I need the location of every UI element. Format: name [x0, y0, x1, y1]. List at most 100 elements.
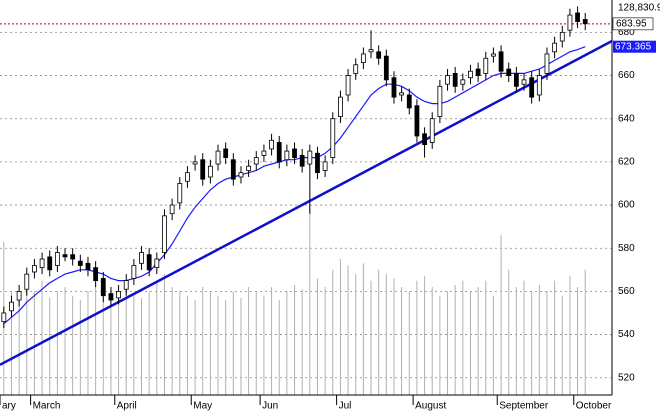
candle-body [422, 133, 427, 146]
candle-body [575, 12, 580, 22]
top-label: 128,830.96 [618, 3, 660, 14]
candle-body [513, 72, 519, 87]
candle-body [9, 301, 14, 312]
candle-body [39, 258, 45, 269]
x-tick-label: April [117, 401, 137, 412]
candle-body [47, 256, 53, 271]
candle-body [1, 312, 7, 323]
x-tick-label: March [33, 401, 61, 412]
candle-body [338, 96, 343, 117]
candle-body [146, 254, 152, 271]
ma-box [613, 40, 656, 53]
y-tick-label: 620 [618, 157, 635, 168]
candle-body [498, 51, 504, 72]
x-tick-label: September [499, 401, 549, 412]
candle-body [353, 64, 359, 74]
candle-body [330, 118, 336, 158]
candle-body [536, 75, 542, 96]
candle-body [322, 161, 328, 171]
y-tick-label: 640 [618, 113, 635, 124]
y-tick-label: 660 [618, 70, 635, 81]
candle-body [215, 150, 221, 165]
candle-body [399, 92, 405, 96]
candle-body [445, 75, 450, 85]
candle-body [207, 165, 213, 178]
candle-body [491, 53, 496, 57]
candle-body [360, 53, 366, 63]
candle-body [383, 55, 389, 81]
candle-body [70, 254, 76, 260]
candle-body [223, 148, 229, 158]
candle-body [185, 172, 190, 182]
candle-body [154, 258, 160, 269]
y-tick-label: 580 [618, 243, 635, 254]
candle-body [169, 204, 175, 215]
candle-body [284, 150, 290, 161]
candle-body [345, 75, 351, 96]
x-tick-label: Jun [262, 401, 278, 412]
candle-body [93, 267, 99, 282]
candle-body [85, 262, 91, 271]
candle-body [276, 142, 282, 163]
candle-body [292, 148, 297, 158]
x-tick-label: Jul [339, 401, 352, 412]
candle-body [177, 183, 183, 204]
candle-body [253, 157, 259, 165]
moving-average [3, 46, 586, 325]
candle-body [261, 150, 267, 156]
candle-body [468, 70, 473, 79]
candle-body [452, 72, 458, 87]
candle-body [582, 19, 588, 25]
candle-body [32, 265, 37, 273]
x-tick-label: October [576, 401, 612, 412]
candle-body [246, 165, 252, 171]
candle-body [391, 77, 397, 98]
y-tick-label: 520 [618, 372, 635, 383]
candle-body [483, 57, 489, 74]
candle-body [429, 118, 435, 143]
candle-body [406, 94, 412, 109]
candle-body [376, 51, 382, 59]
y-tick-label: 680 [618, 27, 635, 38]
candle-body [100, 278, 106, 297]
candle-body [192, 161, 198, 165]
x-tick-label: August [415, 401, 446, 412]
candle-body [77, 260, 83, 266]
candle-body [299, 155, 305, 167]
candle-body [162, 215, 167, 253]
candle-body [559, 31, 565, 42]
candle-body [24, 273, 30, 290]
candle-body [238, 172, 244, 178]
candle-body [315, 152, 320, 174]
candle-body [521, 79, 527, 85]
x-tick-label: ary [2, 401, 16, 412]
candle-body [307, 150, 313, 165]
candle-body [230, 159, 236, 180]
candle-body [123, 280, 129, 290]
candle-body [529, 77, 535, 98]
candle-body [567, 14, 573, 31]
candle-body [437, 85, 443, 117]
candle-body [108, 293, 114, 301]
candle-body [269, 139, 274, 150]
y-tick-label: 540 [618, 329, 635, 340]
candle-body [131, 265, 137, 279]
last-price-label: 683.95 [616, 18, 647, 29]
candle-body [544, 53, 550, 74]
candle-body [54, 252, 60, 266]
x-tick-label: May [193, 401, 212, 412]
candle-body [368, 49, 374, 53]
candle-body [552, 42, 558, 53]
candle-body [139, 252, 144, 264]
candle-body [200, 159, 206, 180]
trendline [0, 39, 613, 366]
y-tick-label: 600 [618, 200, 635, 211]
last-price-box [612, 17, 654, 31]
candle-body [116, 290, 121, 299]
candle-body [475, 68, 481, 76]
y-tick-label: 560 [618, 286, 635, 297]
candle-body [460, 79, 466, 85]
candle-body [62, 254, 68, 258]
candle-body [16, 290, 22, 301]
